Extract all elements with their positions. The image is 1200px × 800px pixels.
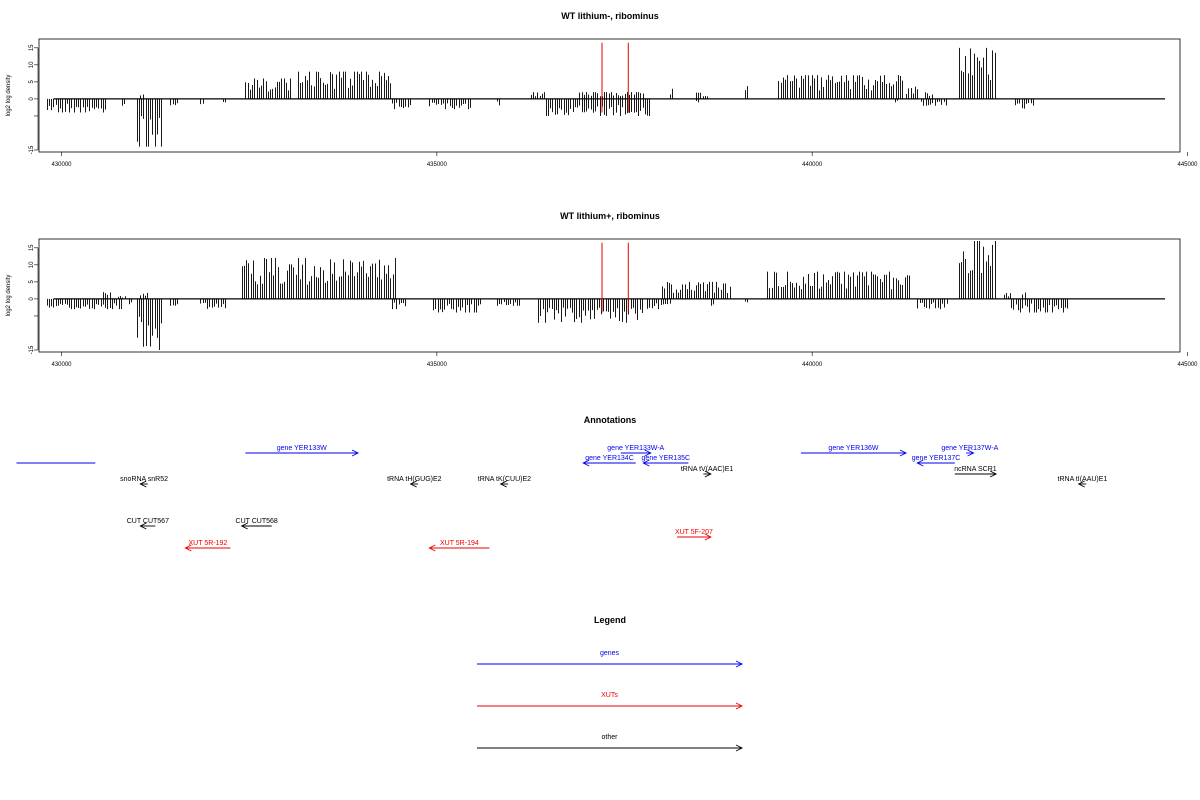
x-tick-label: 430000	[52, 362, 73, 368]
annotation-feature: CUT CUT568	[236, 518, 278, 530]
legend-label: genes	[600, 650, 620, 657]
feature-label: gene YER136W	[828, 445, 878, 452]
annotations-title: Annotations	[584, 415, 637, 425]
x-tick-label: 430000	[52, 162, 73, 168]
arrow-head	[642, 459, 650, 467]
feature-label: gene YER133W	[277, 445, 327, 452]
signal-bars	[47, 241, 1068, 350]
legend-title: Legend	[594, 615, 626, 625]
plot-frame	[38, 38, 1181, 153]
arrow-head	[704, 470, 712, 478]
annotation-feature: gene YER133W	[245, 445, 360, 457]
arrow-head	[735, 702, 744, 710]
feature-label: gene YER133W-A	[607, 445, 664, 452]
legend-label: XUTs	[601, 692, 618, 699]
y-tick-label: 0	[29, 97, 35, 101]
y-tick-label: -15	[29, 145, 35, 154]
feature-label: CUT CUT568	[236, 518, 278, 525]
feature-label: tRNA tI(AAU)E1	[1058, 476, 1108, 483]
arrow-head	[499, 480, 507, 488]
legend-label: other	[602, 734, 619, 741]
x-tick-label: 440000	[802, 162, 823, 168]
y-tick-label: 15	[29, 244, 35, 251]
annotation-feature: gene YER136W	[800, 445, 908, 457]
annotation-feature: gene YER134C	[582, 455, 636, 467]
plot-frame	[38, 238, 1181, 353]
annotation-feature: XUT 5F-207	[675, 529, 713, 541]
arrow-head	[240, 522, 248, 530]
annotation-feature: XUT 5R-192	[184, 540, 231, 552]
x-tick-label: 435000	[427, 162, 448, 168]
legend-entry: other	[477, 734, 744, 752]
feature-label: XUT 5F-207	[675, 529, 713, 536]
annotation-feature: tRNA tI(AAU)E1	[1058, 476, 1108, 488]
arrow-head	[582, 459, 590, 467]
annotation-feature: gene YER137C	[912, 455, 961, 467]
x-tick-label: 445000	[1177, 162, 1198, 168]
feature-label: CUT CUT567	[127, 518, 169, 525]
annotation-feature: gene YER137W-A	[941, 445, 999, 457]
arrow-head	[967, 449, 975, 457]
track-panel-lithium-plus: WT lithium+, ribominus -15 0 5 10 15 log2 log …	[6, 211, 1198, 368]
arrow-head	[351, 449, 360, 457]
feature-label: ncRNA SCR1	[954, 466, 997, 473]
annotation-feature: CUT CUT567	[127, 518, 169, 530]
feature-label: snoRNA snR52	[120, 476, 168, 483]
feature-label: gene YER134C	[585, 455, 634, 462]
arrow-head	[409, 480, 417, 488]
y-axis-label: log2 log density	[6, 75, 12, 117]
y-tick-label: 5	[29, 80, 35, 84]
annotation-feature: gene YER133W-A	[607, 445, 665, 457]
legend-panel: Legend genes XUTs other	[477, 615, 744, 752]
feature-label: tRNA tV(AAC)E1	[681, 466, 734, 473]
arrow-head	[139, 522, 147, 530]
annotation-feature: XUT 5R-194	[428, 540, 490, 552]
legend-entry: genes	[477, 650, 744, 668]
feature-label: gene YER137C	[912, 455, 961, 462]
chart-title: WT lithium+, ribominus	[560, 211, 660, 221]
y-tick-label: 15	[29, 44, 35, 51]
annotation-feature: snoRNA snR52	[120, 476, 168, 488]
feature-label: gene YER135C	[642, 455, 691, 462]
y-tick-label: 5	[29, 280, 35, 284]
feature-label: gene YER137W-A	[941, 445, 998, 452]
arrow-head	[1077, 480, 1085, 488]
track-panel-lithium-minus: WT lithium-, ribominus -15 0 5 10 15 log2 log …	[6, 11, 1198, 168]
annotations-panel: Annotations gene YER133W gene YER133W-A gen…	[16, 415, 1108, 552]
feature-label: tRNA tK(CUU)E2	[478, 476, 531, 483]
annotation-feature: tRNA tV(AAC)E1	[681, 466, 734, 478]
arrow-head	[735, 660, 744, 668]
annotation-feature: tRNA tH(GUG)E2	[387, 476, 442, 488]
chart-title: WT lithium-, ribominus	[561, 11, 659, 21]
annotation-feature: gene YER135C	[642, 455, 691, 467]
signal-bars	[47, 47, 1034, 147]
annotation-feature: tRNA tK(CUU)E2	[478, 476, 531, 488]
y-axis-label: log2 log density	[6, 275, 12, 317]
arrow-head	[139, 480, 147, 488]
y-tick-label: 10	[29, 261, 35, 268]
y-tick-label: -15	[29, 345, 35, 354]
feature-label: tRNA tH(GUG)E2	[387, 476, 442, 483]
arrow-head	[916, 459, 924, 467]
annotation-feature: ncRNA SCR1	[954, 466, 998, 478]
arrow-head	[735, 744, 744, 752]
x-tick-label: 435000	[427, 362, 448, 368]
arrow-head	[644, 449, 652, 457]
x-tick-label: 445000	[1177, 362, 1198, 368]
arrow-head	[704, 533, 712, 541]
x-tick-label: 440000	[802, 362, 823, 368]
feature-label: XUT 5R-194	[440, 540, 479, 547]
feature-label: XUT 5R-192	[189, 540, 228, 547]
arrow-head	[899, 449, 908, 457]
arrow-head	[184, 544, 192, 552]
legend-entry: XUTs	[477, 692, 744, 710]
arrow-head	[989, 470, 998, 478]
y-tick-label: 10	[29, 61, 35, 68]
arrow-head	[428, 544, 436, 552]
y-tick-label: 0	[29, 297, 35, 301]
